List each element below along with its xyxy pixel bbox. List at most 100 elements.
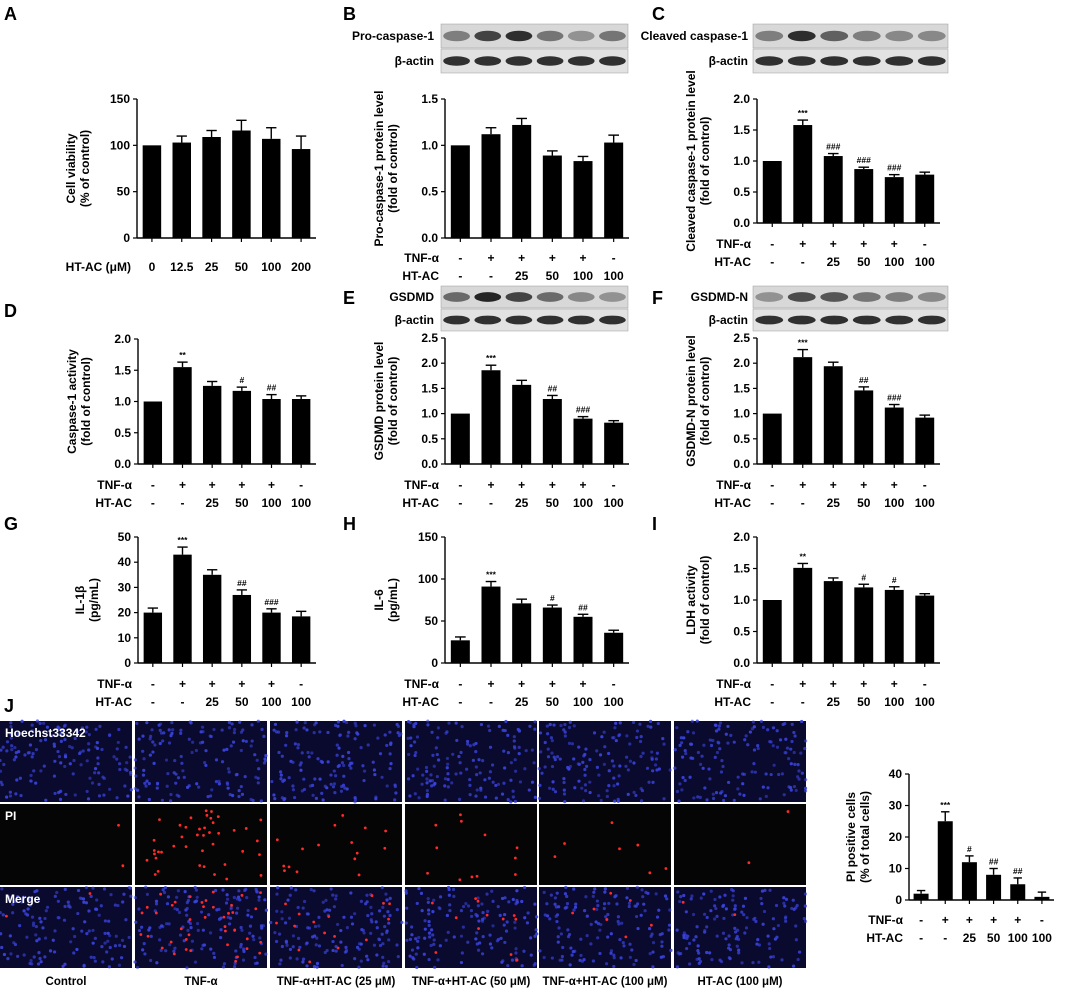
nucleus-dot bbox=[504, 929, 509, 933]
nucleus-dot bbox=[562, 788, 566, 792]
nucleus-dot bbox=[30, 729, 34, 733]
nucleus-dot bbox=[115, 757, 119, 761]
nucleus-dot bbox=[56, 916, 60, 920]
nucleus-dot bbox=[34, 781, 38, 785]
y-axis-label: Cleaved caspase-1 protein level bbox=[684, 70, 698, 251]
nucleus-dot bbox=[572, 757, 576, 761]
nucleus-dot bbox=[583, 909, 587, 913]
nucleus-dot bbox=[229, 907, 233, 911]
nucleus-dot bbox=[589, 942, 593, 946]
nucleus-dot bbox=[513, 920, 517, 924]
micrograph-tile bbox=[133, 885, 268, 970]
pi-dot bbox=[308, 960, 312, 964]
nucleus-dot bbox=[69, 940, 73, 944]
bar bbox=[481, 586, 501, 663]
nucleus-dot bbox=[160, 798, 165, 802]
nucleus-dot bbox=[657, 767, 661, 771]
nucleus-dot bbox=[208, 734, 212, 738]
micrograph-column-label: TNF-α+HT-AC (25 μM) bbox=[277, 976, 396, 988]
nucleus-dot bbox=[619, 956, 623, 960]
nucleus-dot bbox=[362, 769, 367, 773]
treatment-row1-label: TNF-α bbox=[404, 251, 439, 265]
significance-label: *** bbox=[486, 353, 497, 363]
nucleus-dot bbox=[291, 934, 296, 938]
nucleus-dot bbox=[43, 738, 48, 742]
pi-dot bbox=[216, 815, 220, 819]
nucleus-dot bbox=[423, 936, 427, 940]
nucleus-dot bbox=[20, 719, 24, 723]
nucleus-dot bbox=[803, 904, 807, 908]
blot-actin-label: β-actin bbox=[395, 54, 434, 68]
nucleus-dot bbox=[190, 750, 194, 755]
nucleus-dot bbox=[144, 784, 148, 788]
micrograph-tile bbox=[405, 719, 537, 804]
nucleus-dot bbox=[742, 793, 746, 797]
nucleus-dot bbox=[479, 722, 484, 727]
nucleus-dot bbox=[583, 767, 587, 772]
nucleus-dot bbox=[212, 727, 216, 732]
treatment-row2-mark: 50 bbox=[987, 931, 1001, 945]
nucleus-dot bbox=[603, 887, 607, 891]
bar bbox=[232, 594, 252, 663]
nucleus-dot bbox=[616, 915, 620, 919]
nucleus-dot bbox=[567, 767, 571, 771]
y-tick-label: 1.0 bbox=[114, 395, 131, 409]
nucleus-dot bbox=[714, 791, 719, 795]
nucleus-dot bbox=[677, 799, 681, 803]
nucleus-dot bbox=[571, 950, 575, 954]
nucleus-dot bbox=[93, 767, 98, 771]
nucleus-dot bbox=[612, 776, 616, 780]
nucleus-dot bbox=[553, 757, 557, 762]
nucleus-dot bbox=[675, 726, 679, 730]
nucleus-dot bbox=[466, 904, 471, 908]
actin-band bbox=[917, 315, 946, 325]
x-tick-label: 25 bbox=[205, 260, 219, 274]
nucleus-dot bbox=[625, 734, 629, 738]
nucleus-dot bbox=[750, 770, 754, 774]
treatment-row1-mark: + bbox=[518, 677, 525, 691]
significance-label: # bbox=[239, 375, 244, 385]
bar bbox=[915, 174, 935, 223]
significance-label: ### bbox=[857, 155, 871, 165]
nucleus-dot bbox=[733, 926, 737, 930]
treatment-row2-mark: 100 bbox=[915, 695, 935, 709]
nucleus-dot bbox=[573, 905, 578, 909]
nucleus-dot bbox=[759, 896, 763, 901]
y-tick-label: 50 bbox=[425, 614, 439, 628]
nucleus-dot bbox=[653, 763, 658, 767]
nucleus-dot bbox=[71, 927, 75, 931]
nucleus-dot bbox=[249, 915, 254, 919]
nucleus-dot bbox=[803, 892, 808, 896]
nucleus-dot bbox=[728, 948, 733, 952]
nucleus-dot bbox=[263, 759, 268, 763]
y-tick-label: 1.0 bbox=[421, 407, 438, 421]
nucleus-dot bbox=[176, 889, 180, 893]
nucleus-dot bbox=[227, 770, 231, 774]
treatment-row2-mark: - bbox=[770, 255, 774, 269]
nucleus-dot bbox=[760, 889, 765, 893]
nucleus-dot bbox=[447, 721, 451, 725]
nucleus-dot bbox=[689, 756, 693, 760]
nucleus-dot bbox=[273, 796, 277, 801]
nucleus-dot bbox=[301, 960, 305, 964]
nucleus-dot bbox=[475, 931, 479, 935]
pi-dot bbox=[244, 827, 248, 830]
treatment-row1-mark: - bbox=[151, 677, 155, 691]
nucleus-dot bbox=[751, 720, 755, 724]
nucleus-dot bbox=[120, 938, 125, 942]
nucleus-dot bbox=[543, 913, 547, 917]
nucleus-dot bbox=[721, 904, 725, 908]
nucleus-dot bbox=[227, 922, 232, 926]
nucleus-dot bbox=[548, 722, 552, 727]
nucleus-dot bbox=[194, 888, 199, 892]
nucleus-dot bbox=[186, 898, 190, 903]
nucleus-dot bbox=[35, 889, 39, 893]
nucleus-dot bbox=[416, 767, 420, 771]
significance-label: ### bbox=[887, 163, 901, 173]
nucleus-dot bbox=[562, 780, 566, 785]
nucleus-dot bbox=[286, 898, 290, 902]
nucleus-dot bbox=[668, 908, 672, 912]
